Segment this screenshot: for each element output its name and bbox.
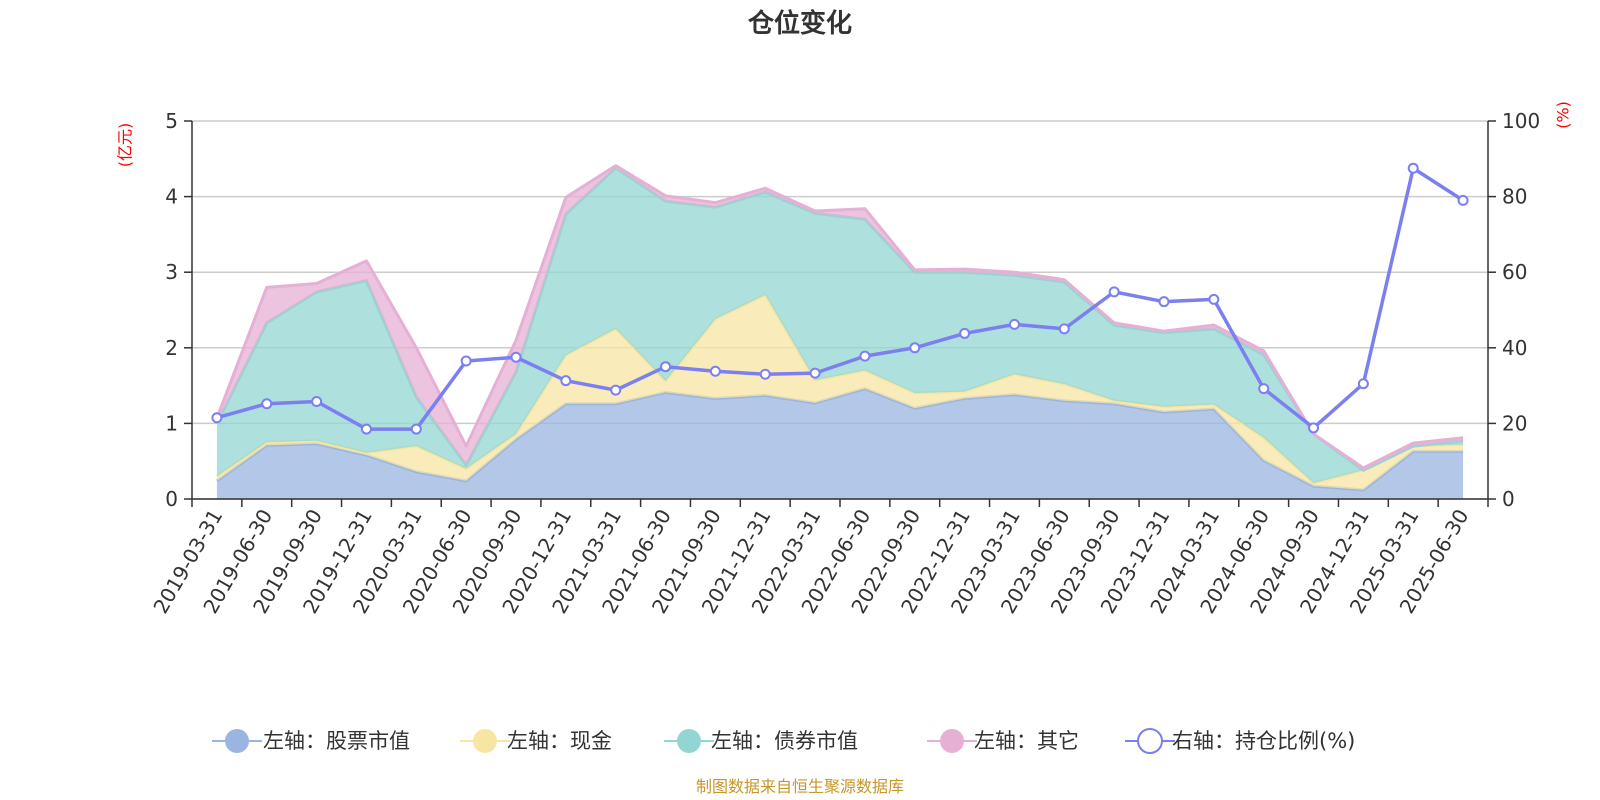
area-3 (216, 167, 1464, 484)
legend-marker (473, 729, 497, 753)
area-1 (216, 388, 1464, 499)
right-axis-tick-label: 60 (1502, 260, 1527, 284)
ratio-point (809, 367, 821, 379)
ratio-point (1058, 323, 1070, 335)
ratio-point (261, 398, 273, 410)
right-axis-unit: (%) (1554, 101, 1573, 129)
left-axis-tick-label: 5 (165, 109, 178, 133)
ratio-point (510, 351, 522, 363)
left-axis-tick-label: 2 (165, 336, 178, 360)
chart-title: 仓位变化 (747, 8, 852, 39)
ratio-point (610, 384, 622, 396)
legend-label: 左轴：现金 (507, 729, 612, 753)
right-axis-tick-label: 80 (1502, 185, 1527, 209)
ratio-point (909, 342, 921, 354)
legend-label: 左轴：债券市值 (711, 729, 858, 753)
data-source-note: 制图数据来自恒生聚源数据库 (696, 777, 904, 796)
right-axis-tick-label: 0 (1502, 487, 1515, 511)
legend-label: 左轴：其它 (974, 729, 1079, 753)
ratio-point (709, 365, 721, 377)
ratio-point (1208, 293, 1220, 305)
area-2 (216, 294, 1464, 490)
left-axis-tick-label: 0 (165, 487, 178, 511)
ratio-point (1357, 378, 1369, 390)
ratio-point (1258, 383, 1270, 395)
left-axis-tick-label: 3 (165, 260, 178, 284)
ratio-point (211, 412, 223, 424)
ratio-point (660, 361, 672, 373)
ratio-point (311, 395, 323, 407)
left-axis-tick-label: 4 (165, 185, 178, 209)
ratio-line (216, 166, 1465, 431)
left-axis-tick-label: 1 (165, 411, 178, 435)
ratio-line-series (211, 162, 1469, 435)
ratio-point (360, 423, 372, 435)
legend-marker (677, 729, 701, 753)
legend-marker (1137, 728, 1163, 754)
ratio-point (759, 368, 771, 380)
right-axis-tick-label: 100 (1502, 109, 1540, 133)
area-edge-4 (215, 164, 1464, 470)
ratio-point (410, 423, 422, 435)
left-axis-unit: (亿元) (116, 123, 135, 168)
ratio-point (460, 355, 472, 367)
right-axis-tick-label: 20 (1502, 411, 1527, 435)
ratio-point (1457, 194, 1469, 206)
legend: 左轴：股票市值 左轴：现金 左轴：债券市值 左轴：其它 右轴：持仓比例(%) (212, 728, 1355, 754)
ratio-point (859, 350, 871, 362)
legend-marker (940, 729, 964, 753)
ratio-point (1407, 162, 1419, 174)
ratio-point (1008, 318, 1020, 330)
ratio-point (1308, 422, 1320, 434)
ratio-point (1158, 296, 1170, 308)
legend-marker (225, 729, 249, 753)
legend-label: 左轴：股票市值 (263, 729, 410, 753)
ratio-point (1108, 286, 1120, 298)
ratio-point (959, 327, 971, 339)
legend-label: 右轴：持仓比例(%) (1172, 729, 1355, 753)
ratio-point (560, 375, 572, 387)
area-series-group (215, 164, 1464, 499)
right-axis-tick-label: 40 (1502, 336, 1527, 360)
